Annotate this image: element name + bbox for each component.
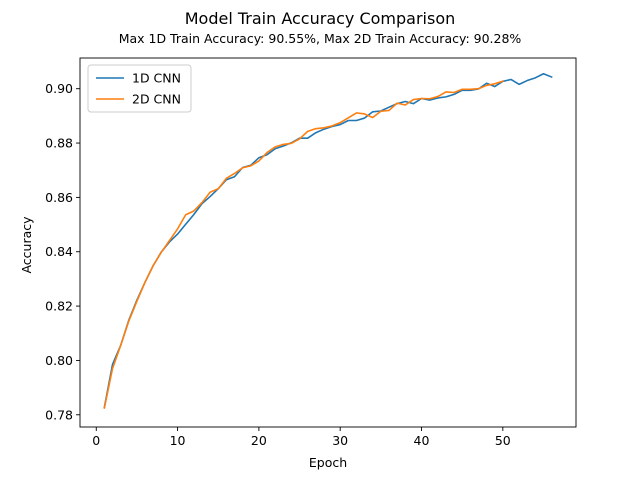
x-tick-label: 10 (170, 433, 186, 448)
y-tick-label: 0.82 (45, 299, 73, 314)
legend-box (87, 64, 192, 113)
y-tick-label: 0.78 (45, 407, 73, 422)
x-tick-label: 50 (495, 433, 511, 448)
series-group (103, 72, 553, 409)
y-tick-label: 0.88 (45, 136, 73, 151)
x-tick-label: 30 (332, 433, 348, 448)
y-axis-label: Accuracy (19, 216, 34, 274)
plot-background (80, 58, 576, 427)
axes-frame (79, 57, 577, 428)
y-tick-label: 0.86 (45, 190, 73, 205)
legend-label: 1D CNN (132, 71, 181, 86)
plot-area (80, 58, 576, 427)
legend-label: 2D CNN (132, 92, 181, 107)
series-line-2d-cnn (103, 80, 504, 409)
y-tick-label: 0.80 (45, 353, 73, 368)
chart-subtitle: Max 1D Train Accuracy: 90.55%, Max 2D Tr… (119, 31, 522, 46)
x-axis-label: Epoch (309, 455, 347, 470)
y-tick-label: 0.84 (45, 244, 73, 259)
x-tick-label: 40 (414, 433, 430, 448)
x-tick-label: 20 (251, 433, 267, 448)
chart-title: Model Train Accuracy Comparison (185, 9, 456, 28)
x-tick-label: 0 (92, 433, 100, 448)
y-tick-label: 0.90 (45, 81, 73, 96)
axes-group (79, 57, 577, 428)
legend: 1D CNN 2D CNN (87, 64, 192, 113)
ticks-group: 0 10 20 30 40 50 0.78 0.80 0.82 0.84 0.86 0.88 0.90 (45, 81, 511, 448)
